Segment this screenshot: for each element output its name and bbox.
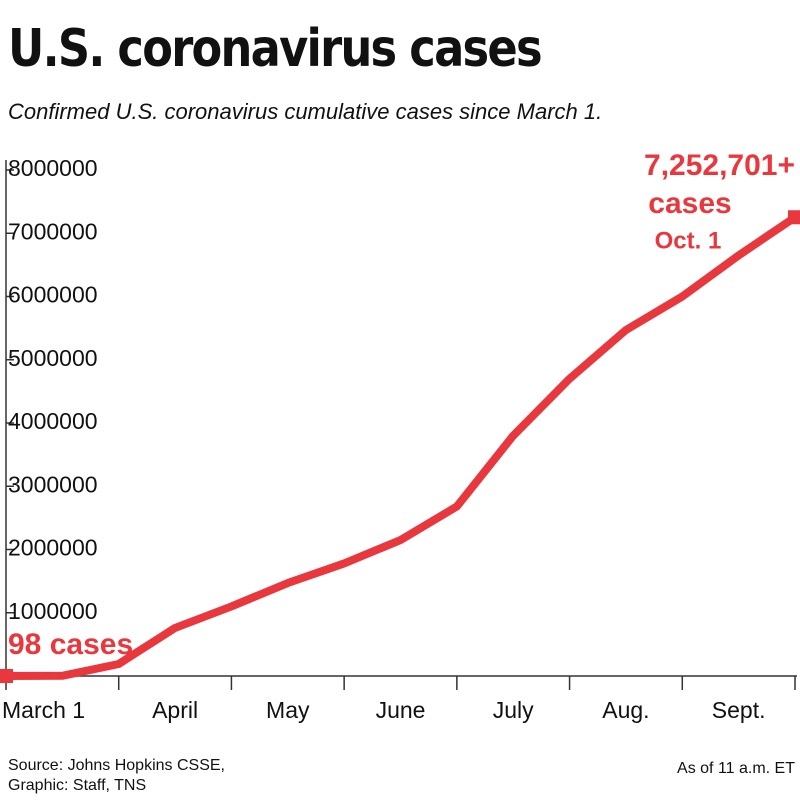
y-tick-label: 5000000 [8, 345, 98, 371]
y-tick-label: 2000000 [8, 535, 98, 561]
x-start-label: March 1 [2, 697, 85, 723]
source: Source: Johns Hopkins CSSE, [8, 757, 225, 774]
y-tick-label: 3000000 [8, 471, 98, 497]
annotation: 7,252,701+ [644, 149, 795, 182]
annotation: cases [648, 187, 731, 220]
x-tick-label: May [266, 697, 310, 723]
end-marker [0, 668, 13, 683]
annotation: Oct. 1 [655, 227, 722, 254]
y-tick-label: 6000000 [8, 282, 98, 308]
y-tick-label: 1000000 [8, 598, 98, 624]
x-tick-label: April [152, 697, 198, 723]
y-tick-label: 8000000 [8, 155, 98, 181]
note: As of 11 a.m. ET [677, 760, 795, 777]
line [5, 213, 798, 680]
y-tick-label: 4000000 [8, 408, 98, 434]
x-tick-label: Sept. [712, 697, 766, 723]
end-marker [788, 210, 800, 225]
x-tick-label: June [376, 697, 426, 723]
x-tick-label: Aug. [602, 697, 649, 723]
chart-subtitle: Confirmed U.S. coronavirus cumulative ca… [8, 99, 602, 124]
chart-title: U.S. coronavirus cases [8, 19, 541, 79]
y-tick-label: 7000000 [8, 218, 98, 244]
source: Graphic: Staff, TNS [8, 777, 146, 794]
x-tick-label: July [493, 697, 534, 723]
annotation: 98 cases [8, 628, 133, 661]
